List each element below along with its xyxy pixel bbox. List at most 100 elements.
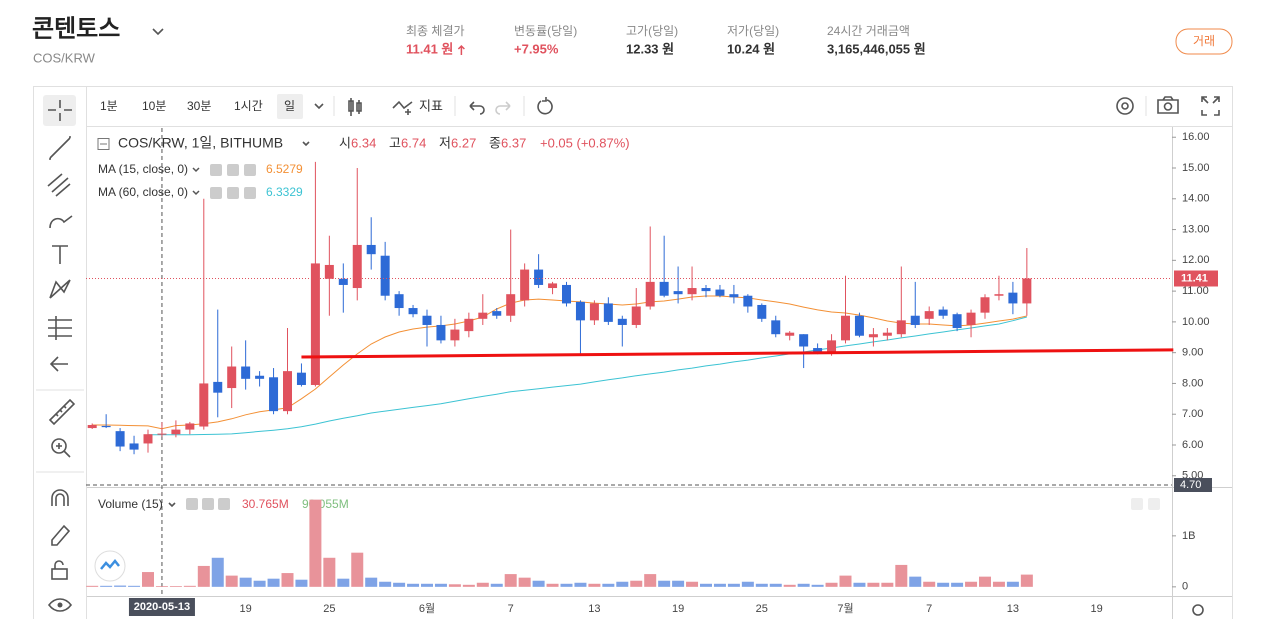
candle-body [436,324,446,341]
candle-body [241,366,251,379]
candle-body [673,291,683,295]
tool-lock-draw[interactable] [51,524,71,546]
redo[interactable] [495,101,511,115]
chart-style[interactable] [348,98,362,116]
volume-settings[interactable] [202,498,214,510]
undo[interactable] [469,101,485,115]
stat-label: 24시간 거래금액 [827,24,910,38]
candle-body [882,332,892,336]
interval-button[interactable]: 1시간 [234,99,263,113]
volume-bar [1020,574,1033,587]
tool-zoom-detail [56,443,71,458]
candle-body [269,377,279,412]
symbol-dropdown[interactable] [302,141,310,147]
ma-control[interactable] [227,187,239,199]
plot-area: 5.006.007.008.009.0010.0011.0012.0013.00… [86,128,1218,616]
interval-dropdown[interactable] [314,103,324,110]
candle-body [966,312,976,325]
collapse-box[interactable] [97,138,110,150]
ma-control[interactable] [244,187,256,199]
indicator-button[interactable]: 지표 [419,98,443,113]
tool-back[interactable] [49,356,68,372]
indicator-icon[interactable] [392,100,413,115]
tool-trendline[interactable] [49,136,71,160]
time-settings[interactable] [1192,604,1204,616]
tool-ruler[interactable] [48,398,76,426]
volume-bar [323,557,336,587]
pane-up[interactable] [1131,498,1143,510]
fullscreen[interactable] [1201,96,1220,116]
volume-bar [239,577,252,587]
last-price-box [1174,270,1218,287]
candle-body [157,433,167,435]
ma-control[interactable] [210,164,222,176]
candle-body [101,425,111,428]
ma-control[interactable] [244,164,256,176]
interval-button[interactable]: 1분 [100,99,118,113]
tool-magnet[interactable] [51,489,69,506]
x-tick-label: 25 [323,603,335,615]
volume-bar [448,584,461,587]
price-tick-label: 7.00 [1182,408,1203,420]
pane-down[interactable] [1148,498,1160,510]
ma-control[interactable] [227,164,239,176]
volume-remove[interactable] [218,498,230,510]
trade-button-label[interactable]: 거래 [1193,34,1215,48]
tool-visibility-pupil [57,602,63,608]
trendline[interactable] [301,348,1174,359]
tool-brush[interactable] [49,215,73,229]
interval-button[interactable]: 30분 [187,99,211,113]
tool-lock[interactable] [51,568,68,580]
ohlc-value: 6.74 [401,135,426,150]
interval-button[interactable]: 일 [284,99,295,113]
tool-pattern[interactable] [49,279,71,299]
volume-bar [128,585,141,587]
volume-legend-value: 30.765M [242,497,289,511]
volume-bar [295,579,308,587]
candle-body [534,269,544,285]
trade-button[interactable] [1175,28,1233,55]
tool-zoom[interactable] [51,438,67,454]
volume-bar [937,582,950,587]
chart-title: COS/KRW, 1일, BITHUMB [118,135,283,151]
crosshair-price-box [1174,478,1212,492]
stat-label: 최종 체결가 [406,24,465,38]
tool-visibility[interactable] [47,598,73,612]
candle-body [701,288,711,292]
candle-body [171,429,181,435]
title-dropdown[interactable] [152,28,164,36]
price-tick-label: 12.00 [1182,254,1210,266]
crosshair-date: 2020-05-13 [134,601,190,613]
screenshot[interactable] [1157,96,1179,114]
ma-control[interactable] [210,187,222,199]
ma-dropdown[interactable] [192,167,200,173]
volume-bar [365,577,378,587]
x-tick-label: 7 [508,603,514,615]
volume-bar [825,582,838,587]
volume-bar [713,583,726,587]
candle-body [562,284,571,304]
volume-dropdown[interactable] [168,502,176,508]
candle-body [952,314,962,329]
interval-button[interactable]: 10분 [142,99,166,113]
price-tick-label: 14.00 [1182,193,1210,205]
ma-dropdown[interactable] [192,190,200,196]
volume-bar [434,583,447,587]
stat-label: 고가(당일) [626,24,678,38]
tool-text[interactable] [52,245,68,264]
volume-bar [337,578,350,587]
volume-eye[interactable] [186,498,198,510]
x-tick-label: 7월 [837,602,853,615]
tool-fib[interactable] [47,173,71,197]
screenshot-lens [1163,102,1173,111]
reset[interactable] [537,97,553,115]
tool-crosshair[interactable] [48,100,72,121]
settings[interactable] [1116,97,1134,115]
volume-bar [476,582,489,587]
volume-bar [951,582,964,587]
tool-measure[interactable] [48,316,72,340]
coin-pair: COS/KRW [33,50,96,65]
volume-bar [253,580,266,587]
